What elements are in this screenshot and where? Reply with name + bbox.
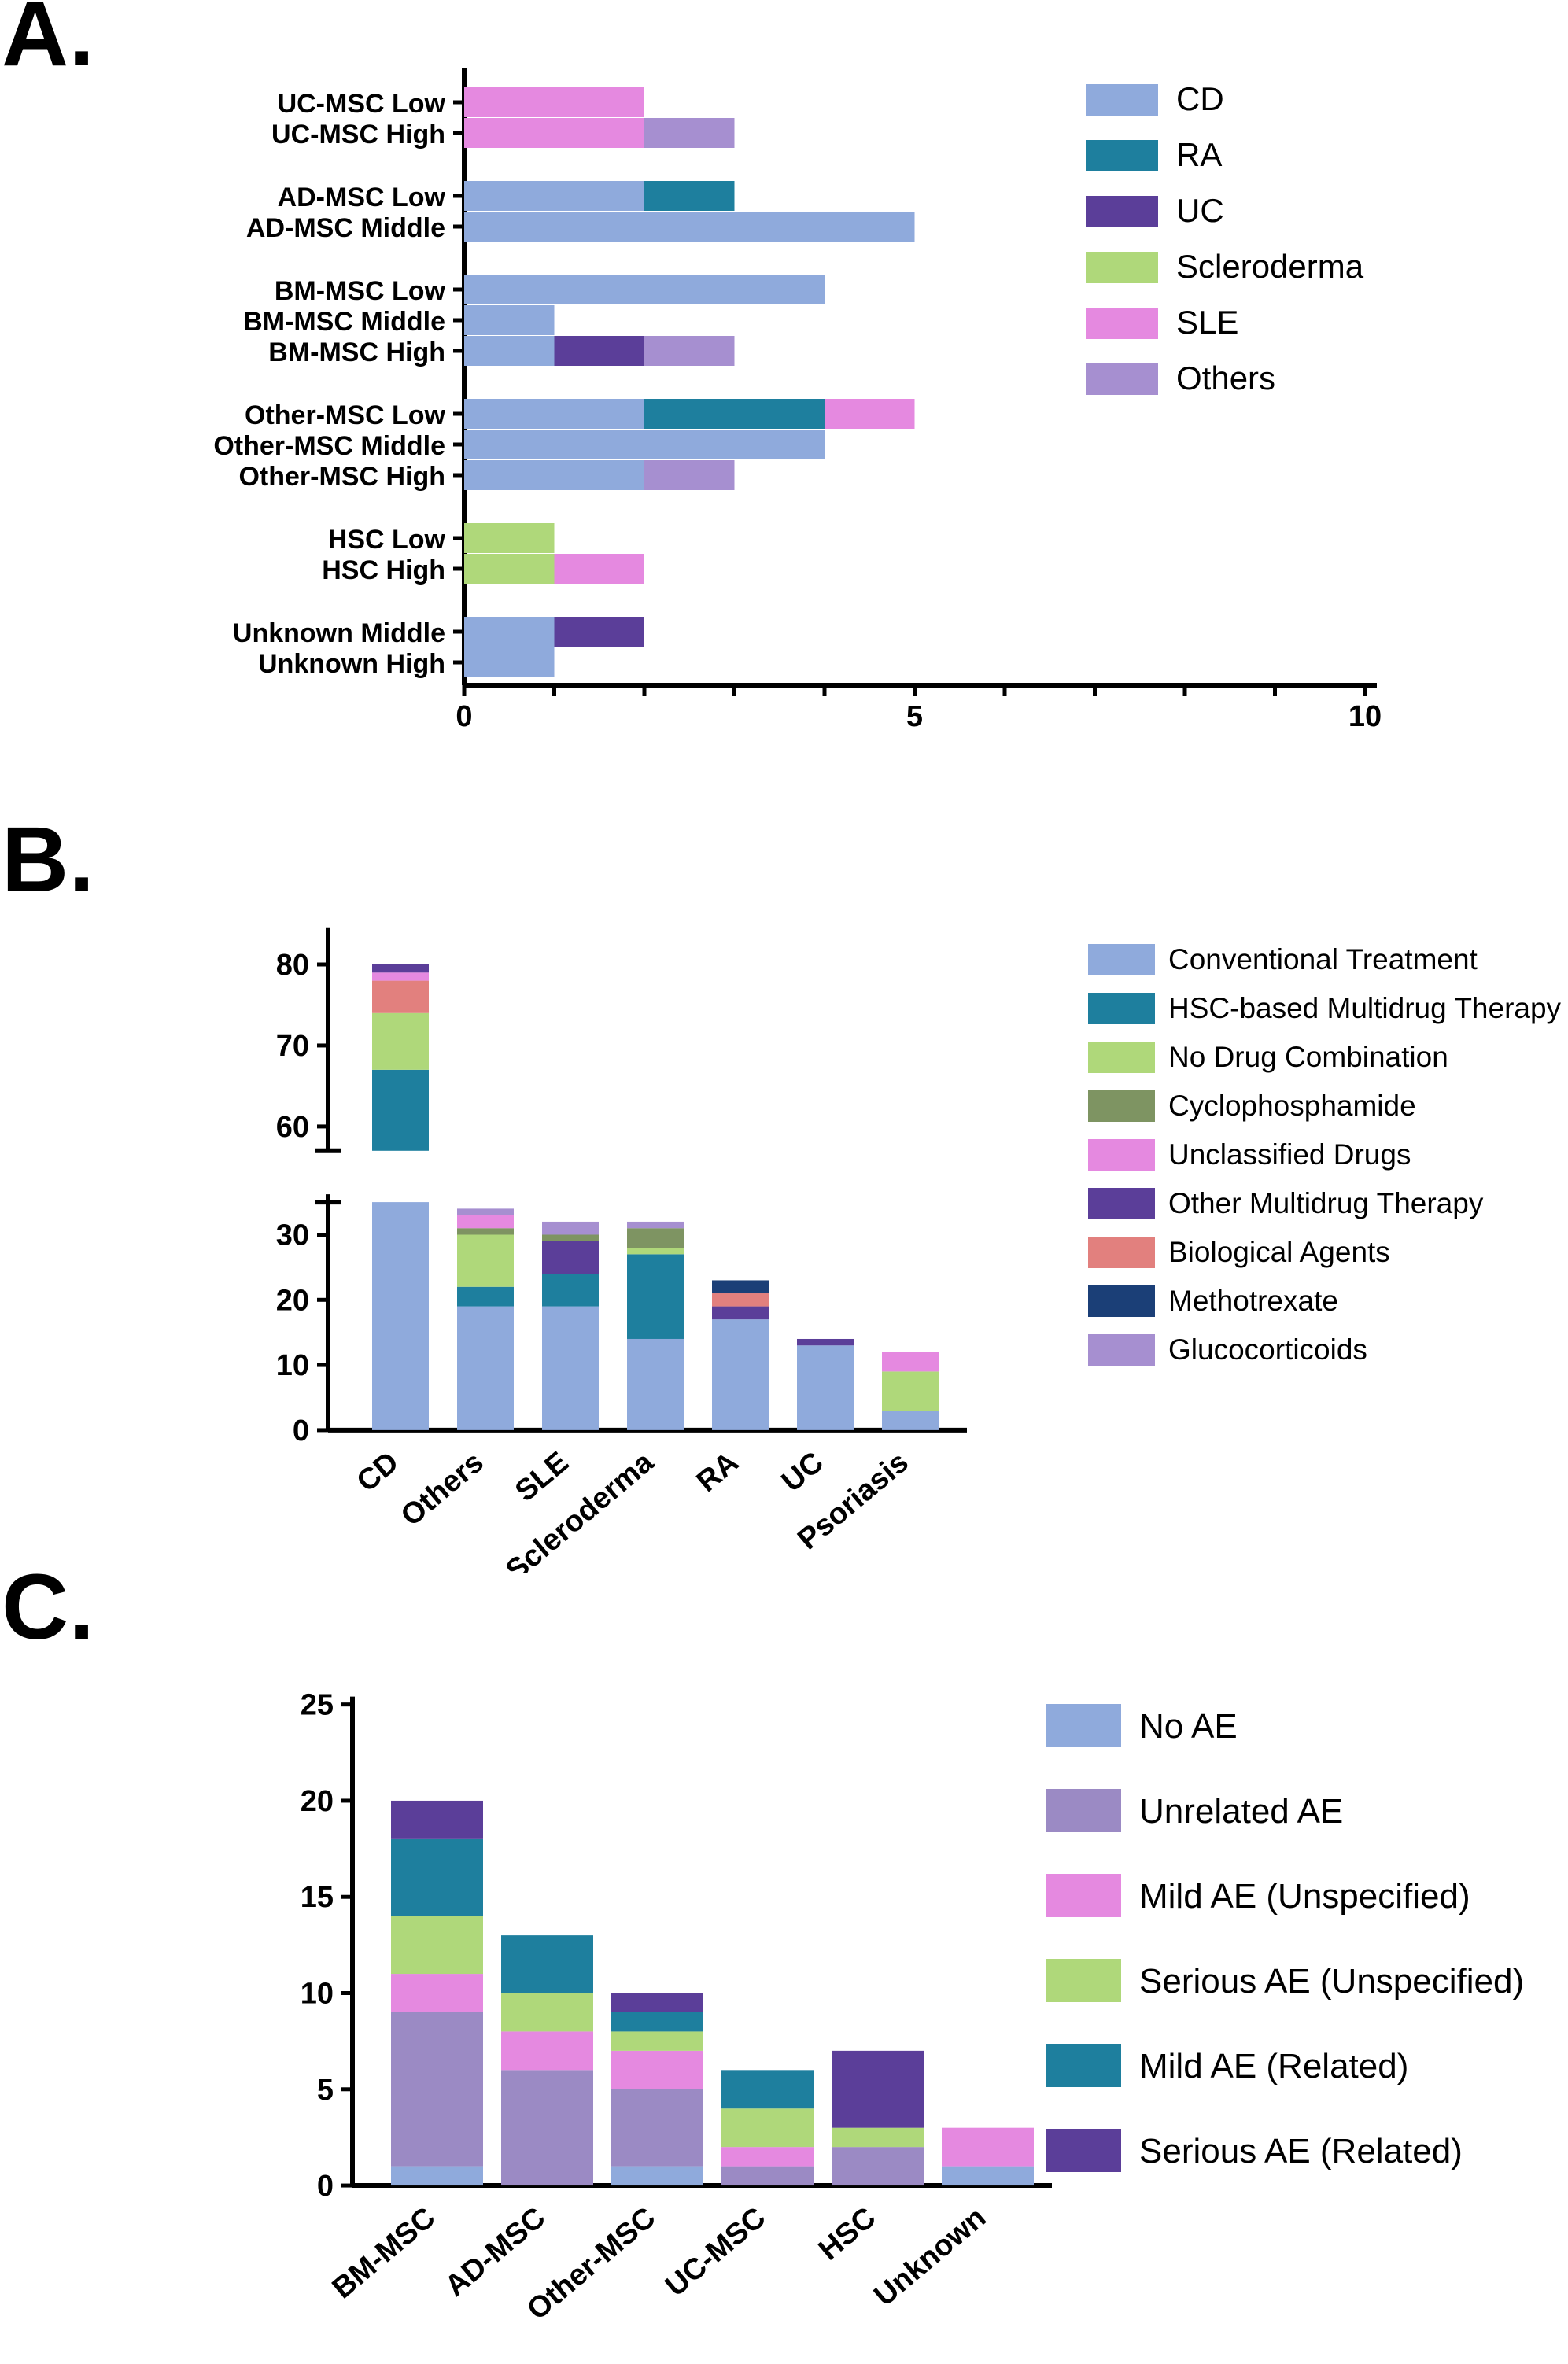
svg-text:UC-MSC Low: UC-MSC Low (278, 89, 446, 119)
svg-text:Serious AE (Unspecified): Serious AE (Unspecified) (1139, 1962, 1524, 2001)
svg-text:Unknown: Unknown (868, 2201, 992, 2313)
svg-text:UC: UC (776, 1446, 830, 1499)
svg-text:Other-MSC High: Other-MSC High (238, 462, 445, 492)
svg-text:15: 15 (301, 1881, 334, 1914)
svg-text:0: 0 (317, 2170, 334, 2203)
svg-text:HSC High: HSC High (322, 555, 445, 585)
svg-text:UC-MSC High: UC-MSC High (271, 120, 445, 149)
svg-text:Unrelated AE: Unrelated AE (1139, 1792, 1343, 1831)
svg-text:Unclassified Drugs: Unclassified Drugs (1168, 1138, 1411, 1171)
svg-text:No AE: No AE (1139, 1707, 1238, 1746)
svg-text:SLE: SLE (1176, 304, 1238, 341)
svg-text:0: 0 (456, 700, 472, 733)
svg-text:No Drug Combination: No Drug Combination (1168, 1041, 1448, 1073)
svg-text:BM-MSC: BM-MSC (327, 2201, 442, 2306)
svg-text:20: 20 (301, 1785, 334, 1818)
svg-text:Biological Agents: Biological Agents (1168, 1236, 1390, 1268)
svg-text:Mild AE (Unspecified): Mild AE (Unspecified) (1139, 1877, 1470, 1916)
svg-text:Conventional Treatment: Conventional Treatment (1168, 943, 1478, 975)
svg-text:25: 25 (301, 1689, 334, 1722)
svg-text:HSC Low: HSC Low (328, 525, 446, 555)
svg-text:UC: UC (1176, 192, 1224, 229)
svg-text:Methotrexate: Methotrexate (1168, 1285, 1338, 1317)
svg-text:BM-MSC Middle: BM-MSC Middle (243, 307, 445, 337)
svg-text:Glucocorticoids: Glucocorticoids (1168, 1333, 1367, 1366)
svg-text:Scleroderma: Scleroderma (500, 1445, 660, 1573)
svg-text:AD-MSC Low: AD-MSC Low (278, 183, 446, 212)
svg-text:UC-MSC: UC-MSC (659, 2201, 772, 2303)
svg-text:70: 70 (276, 1030, 309, 1063)
svg-text:CD: CD (1176, 80, 1224, 117)
svg-text:RA: RA (691, 1446, 745, 1499)
svg-text:SLE: SLE (509, 1446, 575, 1509)
svg-text:Cyclophosphamide: Cyclophosphamide (1168, 1090, 1416, 1122)
svg-text:RA: RA (1176, 136, 1222, 173)
svg-text:60: 60 (276, 1111, 309, 1144)
svg-text:5: 5 (906, 700, 923, 733)
svg-text:Unknown Middle: Unknown Middle (233, 618, 445, 648)
svg-text:Other Multidrug Therapy: Other Multidrug Therapy (1168, 1187, 1484, 1219)
svg-text:10: 10 (301, 1978, 334, 2011)
svg-text:Others: Others (395, 1446, 490, 1533)
svg-text:Others: Others (1176, 360, 1275, 396)
svg-text:BM-MSC High: BM-MSC High (268, 337, 445, 367)
svg-text:AD-MSC Middle: AD-MSC Middle (246, 213, 445, 243)
svg-text:30: 30 (276, 1219, 309, 1252)
svg-text:HSC-based Multidrug Therapy: HSC-based Multidrug Therapy (1168, 992, 1562, 1024)
svg-text:AD-MSC: AD-MSC (439, 2201, 552, 2303)
svg-text:80: 80 (276, 949, 309, 982)
svg-text:10: 10 (1348, 700, 1382, 733)
svg-text:Other-MSC Middle: Other-MSC Middle (213, 431, 445, 461)
svg-text:Serious AE (Related): Serious AE (Related) (1139, 2132, 1463, 2170)
svg-text:BM-MSC Low: BM-MSC Low (275, 276, 446, 306)
svg-text:HSC: HSC (813, 2201, 882, 2267)
svg-text:Mild AE (Related): Mild AE (Related) (1139, 2047, 1408, 2086)
svg-text:CD: CD (351, 1446, 405, 1499)
svg-text:20: 20 (276, 1284, 309, 1317)
svg-text:Unknown High: Unknown High (258, 649, 445, 679)
svg-text:Other-MSC Low: Other-MSC Low (245, 400, 446, 430)
svg-text:10: 10 (276, 1349, 309, 1382)
svg-text:Scleroderma: Scleroderma (1176, 248, 1364, 285)
svg-text:5: 5 (317, 2074, 334, 2107)
svg-text:0: 0 (293, 1414, 309, 1448)
